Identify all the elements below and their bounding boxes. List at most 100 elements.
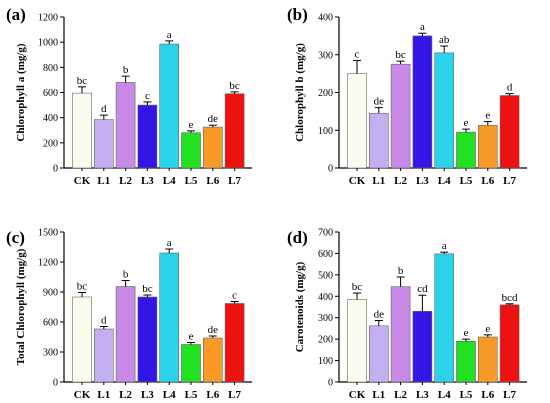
- panel-label: (a): [6, 5, 26, 24]
- panel-label: (d): [287, 228, 308, 247]
- y-tick-label: 200: [318, 335, 333, 346]
- significance-letter: e: [485, 323, 490, 335]
- significance-letter: bcd: [502, 292, 518, 304]
- x-tick-label: L1: [97, 175, 110, 187]
- y-tick-label: 300: [43, 348, 58, 359]
- significance-letter: a: [167, 29, 172, 41]
- significance-letter: a: [167, 237, 172, 249]
- x-tick-label: L4: [438, 389, 451, 401]
- significance-letter: b: [123, 269, 129, 281]
- x-tick-label: L6: [206, 175, 219, 187]
- bar-l4: [159, 43, 179, 169]
- bar-l6: [203, 126, 223, 169]
- significance-letter: bc: [395, 49, 406, 61]
- significance-letter: ab: [439, 34, 450, 46]
- chart-panel-4: (d) Carotenoids (mg/g) 0 100 200 300 400 500 600…: [287, 228, 528, 401]
- significance-letter: bc: [77, 281, 88, 293]
- significance-letter: bc: [352, 281, 363, 293]
- bar-ck: [347, 73, 367, 169]
- significance-letter: e: [485, 110, 490, 122]
- x-tick-label: L4: [438, 175, 451, 187]
- significance-letter: d: [101, 315, 107, 327]
- y-tick-label: 0: [328, 378, 333, 389]
- bar-l4: [159, 252, 179, 383]
- chart-panel-1: (a) Chlorophyll a (mg/g) 0 200 400 600 800 1000…: [6, 5, 253, 187]
- significance-letter: b: [123, 64, 129, 76]
- bar-l5: [181, 344, 201, 383]
- significance-letter: de: [208, 324, 219, 336]
- significance-letter: bc: [77, 75, 88, 87]
- x-tick-label: L5: [185, 389, 198, 401]
- x-tick-label: L3: [416, 175, 429, 187]
- y-tick-label: 800: [43, 63, 58, 74]
- x-tick-label: CK: [74, 175, 91, 187]
- x-tick-label: L4: [163, 389, 176, 401]
- x-tick-label: CK: [349, 389, 366, 401]
- bar-l7: [499, 304, 520, 383]
- significance-letter: e: [464, 117, 469, 129]
- x-tick-label: L2: [119, 389, 132, 401]
- y-tick-label: 300: [318, 50, 333, 61]
- y-tick-label: 600: [318, 249, 333, 260]
- significance-letter: bc: [142, 283, 153, 295]
- x-tick-label: L5: [460, 175, 473, 187]
- bar-l4: [434, 253, 455, 383]
- significance-letter: a: [442, 240, 447, 252]
- y-tick-label: 1200: [38, 258, 58, 269]
- panel-label: (c): [6, 228, 25, 247]
- bar-l3: [412, 35, 433, 169]
- bar-ck: [72, 92, 92, 169]
- bar-l7: [224, 303, 245, 383]
- bar-l3: [137, 296, 158, 383]
- y-tick-label: 1000: [38, 38, 58, 49]
- bar-l1: [94, 119, 114, 169]
- significance-letter: d: [101, 103, 107, 115]
- bar-l6: [477, 336, 498, 383]
- bar-ck: [72, 296, 92, 383]
- y-tick-label: 300: [318, 313, 333, 324]
- y-tick-label: 200: [318, 88, 333, 99]
- significance-letter: e: [189, 331, 194, 343]
- x-tick-label: L7: [503, 175, 516, 187]
- y-tick-label: 400: [43, 113, 58, 124]
- significance-letter: c: [355, 48, 360, 60]
- y-tick-label: 200: [43, 138, 58, 149]
- bar-l1: [368, 112, 389, 169]
- chart-panel-3: (c)Total Chlorophyll (mg/g) 0 300 600 900 120…: [6, 228, 253, 401]
- x-tick-label: L2: [394, 175, 407, 187]
- y-axis-label: Chlorophyll a (mg/g): [15, 43, 27, 142]
- y-tick-label: 0: [328, 164, 333, 175]
- y-tick-label: 600: [43, 318, 58, 329]
- bar-l3: [412, 310, 433, 383]
- panel-label: (b): [287, 5, 308, 24]
- x-tick-label: L5: [185, 175, 198, 187]
- y-tick-label: 0: [53, 378, 58, 389]
- y-tick-label: 400: [318, 13, 333, 24]
- bar-l7: [224, 93, 245, 169]
- x-tick-label: L6: [481, 175, 494, 187]
- y-tick-label: 0: [53, 164, 58, 175]
- significance-letter: b: [398, 265, 404, 277]
- bar-l2: [115, 82, 136, 169]
- y-axis-label: Carotenoids (mg/g): [294, 261, 306, 352]
- x-tick-label: L5: [460, 389, 473, 401]
- significance-letter: de: [374, 309, 385, 321]
- y-axis-label: Total Chlorophyll (mg/g): [15, 248, 27, 365]
- significance-letter: e: [189, 119, 194, 131]
- bar-l7: [499, 95, 520, 169]
- bar-l2: [115, 286, 136, 383]
- y-tick-label: 500: [318, 270, 333, 281]
- significance-letter: bc: [229, 80, 240, 92]
- bar-ck: [347, 299, 367, 383]
- x-tick-label: L6: [481, 389, 494, 401]
- bar-l3: [137, 104, 158, 169]
- bar-l1: [94, 328, 114, 383]
- x-tick-label: L2: [119, 175, 132, 187]
- x-tick-label: L1: [372, 175, 385, 187]
- x-tick-label: L6: [206, 389, 219, 401]
- bar-l6: [203, 337, 223, 383]
- bar-l2: [390, 286, 411, 383]
- y-tick-label: 1500: [38, 228, 58, 239]
- chart-panel-2: (b) Chlorophyll b (mg/g) 0 100 200 300 400 c CK d…: [287, 5, 528, 187]
